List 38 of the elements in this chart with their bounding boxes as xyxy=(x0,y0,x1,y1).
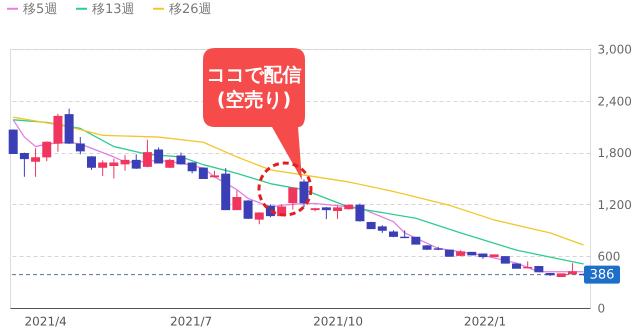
candlestick xyxy=(232,190,242,210)
legend-label: 移5週 xyxy=(23,2,58,17)
y-tick-label: 2,400 xyxy=(598,94,632,108)
legend-label: 移13週 xyxy=(92,2,135,17)
candlestick xyxy=(355,203,364,222)
candlestick xyxy=(333,206,342,220)
annotation: ココで配信 (空売り) xyxy=(206,64,302,112)
candlestick xyxy=(142,139,152,168)
candlestick xyxy=(132,154,141,170)
candlestick xyxy=(31,148,40,178)
y-tick-label: 1,800 xyxy=(598,146,632,160)
candlestick xyxy=(120,154,130,172)
candlestick xyxy=(568,262,577,275)
y-tick-label: 3,000 xyxy=(598,42,632,56)
candlestick xyxy=(244,200,253,220)
legend-label: 移26週 xyxy=(169,2,212,17)
candlestick xyxy=(109,158,118,179)
y-tick-label: 1,200 xyxy=(598,198,632,212)
candlestick xyxy=(176,152,186,166)
candlestick xyxy=(299,178,308,208)
candlestick xyxy=(188,162,197,174)
candlestick xyxy=(288,186,298,210)
x-tick-label: 2021/10 xyxy=(313,314,363,328)
candlestick xyxy=(154,146,164,164)
candlestick xyxy=(42,140,52,162)
x-tick-label: 2021/4 xyxy=(24,314,67,328)
y-tick-label: 0 xyxy=(598,302,606,316)
candlestick xyxy=(98,160,108,176)
candlestick xyxy=(254,212,264,225)
x-tick-label: 2021/7 xyxy=(170,314,212,328)
candlestick xyxy=(20,152,29,178)
y-tick-label: 600 xyxy=(598,250,620,264)
candlestick xyxy=(322,206,331,220)
candlestick xyxy=(8,128,18,154)
x-tick-label: 2022/1 xyxy=(464,314,506,328)
ref-line-label: 386 xyxy=(590,268,614,283)
candlestick xyxy=(76,136,85,155)
candlestick xyxy=(86,156,96,170)
